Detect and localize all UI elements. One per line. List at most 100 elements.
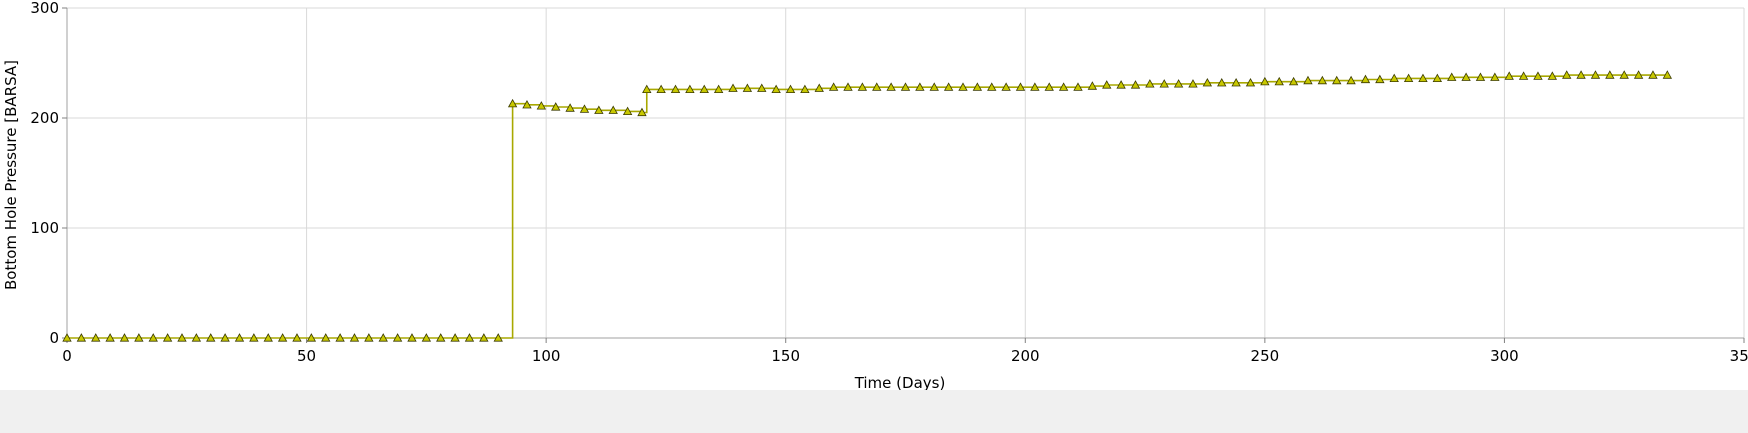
data-point-marker: [119, 333, 130, 342]
x-tick-label: 150: [771, 347, 800, 365]
data-point-marker: [1375, 74, 1385, 84]
y-tick-label: 100: [30, 219, 59, 237]
data-point-marker: [800, 84, 810, 93]
data-point-marker: [713, 84, 724, 93]
data-point-marker: [1461, 72, 1471, 81]
data-point-marker: [306, 333, 317, 342]
y-tick-label: 300: [30, 0, 59, 17]
tick-labels: 0 50 100 150 200 250 300 350 0 100 200 300: [30, 0, 1748, 365]
data-point-marker: [234, 333, 245, 342]
data-point-marker: [622, 106, 633, 115]
data-point-marker: [1188, 79, 1198, 88]
data-point-marker: [1547, 71, 1558, 80]
data-point-marker: [972, 82, 983, 91]
data-point-marker: [407, 333, 417, 342]
data-point-marker: [76, 333, 87, 342]
data-point-marker: [148, 333, 158, 342]
data-point-marker: [943, 82, 954, 91]
data-point-marker: [1274, 76, 1284, 86]
x-axis-label: Time (Days): [854, 374, 946, 390]
data-point-marker: [536, 101, 547, 110]
data-point-marker: [608, 105, 618, 114]
x-tick-label: 350: [1730, 347, 1748, 365]
data-point-marker: [670, 84, 681, 93]
data-point-marker: [277, 333, 288, 342]
data-point-marker: [594, 105, 604, 114]
data-point-marker: [335, 333, 345, 342]
data-point-marker: [1475, 72, 1486, 81]
x-tick-label: 200: [1011, 347, 1040, 365]
data-point-marker: [1332, 75, 1342, 85]
data-point-marker: [292, 333, 302, 342]
data-point-marker: [392, 333, 403, 342]
data-point-marker: [1116, 80, 1126, 89]
data-point-marker: [378, 333, 388, 342]
data-point-marker: [436, 333, 446, 342]
data-point-marker: [249, 333, 259, 342]
data-point-marker: [321, 333, 331, 342]
data-point-marker: [1605, 70, 1615, 79]
data-point-marker: [450, 333, 460, 342]
data-point-marker: [656, 84, 666, 93]
data-point-marker: [1490, 72, 1500, 81]
y-tick-label: 200: [30, 109, 59, 127]
data-point-marker: [1202, 77, 1213, 87]
data-point-marker: [1073, 82, 1083, 91]
data-point-marker: [1346, 75, 1356, 85]
x-tick-label: 50: [297, 347, 316, 365]
data-point-marker: [177, 333, 187, 342]
status-bar: [0, 390, 1748, 433]
data-point-marker: [1619, 70, 1629, 79]
grid: [67, 7, 1745, 338]
x-tick-label: 300: [1490, 347, 1519, 365]
data-point-marker: [220, 333, 230, 342]
data-point-marker: [1562, 70, 1572, 79]
data-point-marker: [349, 333, 360, 342]
data-point-marker: [742, 83, 753, 92]
data-point-marker: [1058, 82, 1069, 91]
data-point-marker: [1418, 73, 1428, 82]
data-point-marker: [1504, 71, 1514, 80]
data-point-marker: [364, 333, 374, 342]
data-point-marker: [699, 84, 709, 93]
data-point-marker: [421, 333, 432, 342]
data-point-marker: [1030, 82, 1040, 91]
data-point-marker: [915, 82, 925, 91]
data-point-marker: [1317, 75, 1328, 85]
data-point-marker: [91, 333, 101, 342]
data-point-marker: [551, 102, 561, 111]
data-point-marker: [1518, 71, 1529, 80]
data-point-marker: [1662, 70, 1673, 79]
data-point-marker: [62, 333, 72, 342]
bhp-chart: 0 50 100 150 200 250 300 350 0 100 200 300 Time (Da…: [2, 0, 1748, 392]
y-tick-label: 0: [49, 329, 59, 347]
data-point-marker: [1576, 70, 1586, 79]
data-point-marker: [1217, 77, 1227, 87]
data-point-marker: [1173, 79, 1184, 88]
data-point-marker: [900, 82, 911, 91]
x-tick-label: 0: [62, 347, 72, 365]
data-point-marker: [105, 333, 115, 342]
data-point-marker: [872, 82, 882, 91]
data-point-marker: [1130, 80, 1141, 89]
data-point-marker: [637, 107, 647, 117]
data-point-marker: [479, 333, 489, 342]
data-point-marker: [1044, 82, 1054, 91]
data-point-marker: [522, 99, 532, 109]
data-point-marker: [1648, 70, 1658, 79]
data-point-marker: [987, 82, 997, 91]
data-point-marker: [1288, 76, 1299, 86]
data-point-marker: [1001, 82, 1011, 91]
data-point-marker: [1403, 73, 1414, 82]
data-point-marker: [757, 83, 767, 92]
data-point-marker: [1145, 79, 1155, 88]
data-point-marker: [134, 333, 144, 342]
data-point-marker: [1231, 77, 1241, 87]
data-point-marker: [886, 82, 896, 91]
data-point-marker: [206, 333, 216, 342]
data-point-marker: [929, 82, 939, 91]
data-point-marker: [958, 82, 968, 91]
data-point-marker: [1087, 81, 1098, 90]
series: [62, 70, 1673, 342]
data-point-marker: [162, 333, 173, 342]
